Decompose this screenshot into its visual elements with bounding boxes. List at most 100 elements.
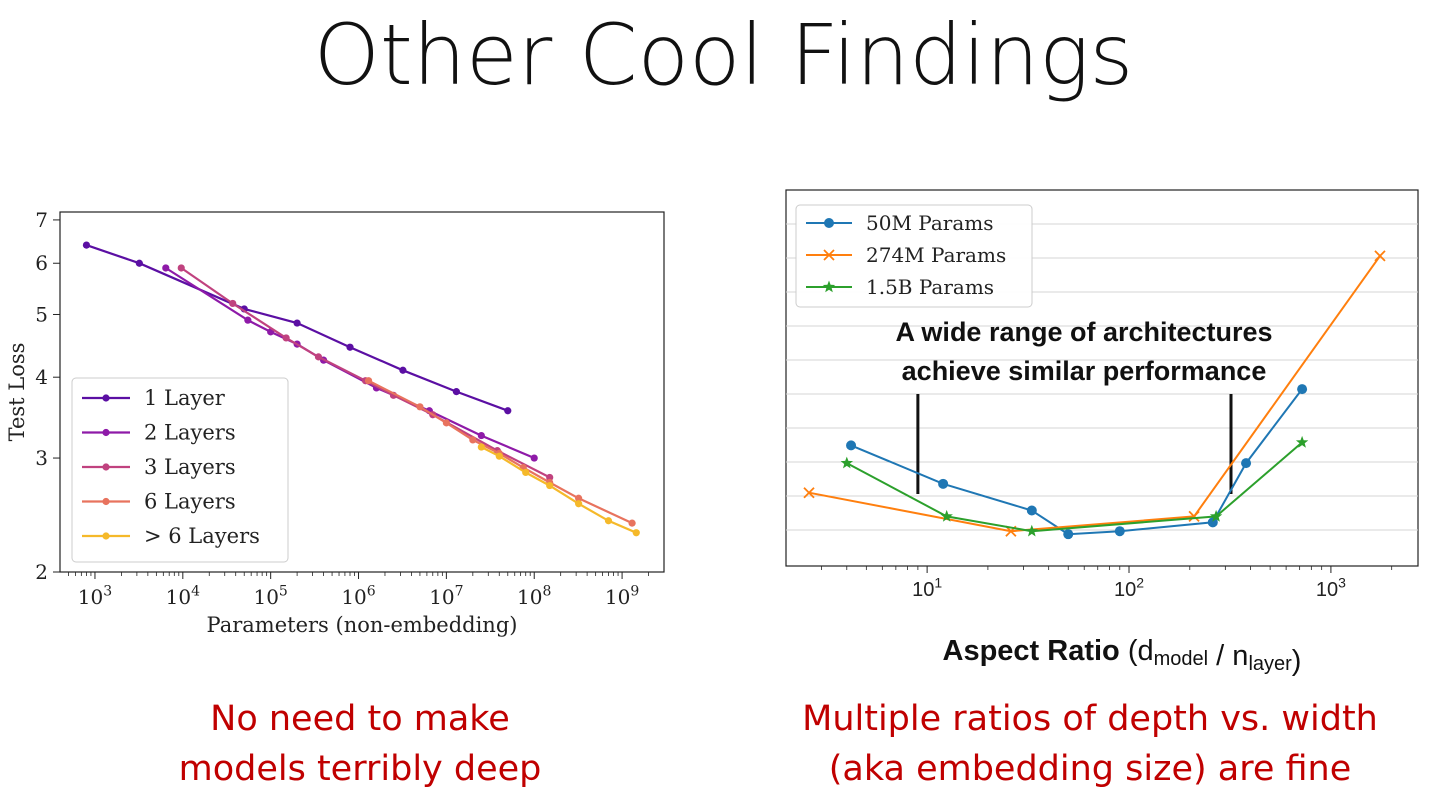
chart-test-loss-vs-parameters: 103 104 105 106 107 108 109 2 3 4 5 6 7 Parameters (n… bbox=[5, 208, 665, 637]
right-legend-box bbox=[795, 204, 1033, 308]
left-series-3-point bbox=[628, 519, 636, 527]
annotation-line-1: A wide range of architectures bbox=[895, 317, 1272, 347]
left-series-0-point bbox=[346, 343, 354, 351]
chart-aspect-ratio: 101 102 103 Aspect Ratio (dmodel / nlayer) A… bbox=[785, 189, 1419, 677]
left-series-0-point bbox=[82, 241, 91, 249]
left-series-line-0 bbox=[86, 244, 509, 412]
left-y-tick-label: 4 bbox=[35, 365, 48, 389]
right-series-0-point bbox=[938, 478, 949, 489]
x-marker-stroke bbox=[1188, 510, 1200, 523]
left-legend-label: 1 Layer bbox=[144, 386, 226, 410]
left-series-3-point bbox=[575, 494, 583, 502]
right-series-2-point bbox=[940, 509, 953, 522]
right-series-0-point bbox=[846, 440, 857, 451]
left-x-axis-label: Parameters (non-embedding) bbox=[207, 613, 518, 637]
right-series-0-point bbox=[1207, 517, 1218, 528]
left-series-1-point bbox=[244, 316, 252, 324]
right-series-2-point bbox=[1209, 509, 1223, 522]
right-series-2-point bbox=[1295, 435, 1309, 448]
left-x-tick-label: 108 bbox=[517, 584, 551, 609]
right-series-0-point bbox=[1063, 529, 1074, 540]
left-series-2-point bbox=[282, 334, 290, 342]
caption-right-line-1: Multiple ratios of depth vs. width bbox=[802, 699, 1378, 739]
caption-left-line-2: models terribly deep bbox=[178, 749, 542, 789]
right-legend-marker bbox=[823, 249, 835, 261]
right-legend-label: 50M Params bbox=[866, 211, 993, 235]
left-series-4-point bbox=[495, 452, 503, 460]
right-series-1-point bbox=[1188, 510, 1200, 523]
left-series-4-point bbox=[604, 517, 613, 525]
left-series-3-point bbox=[442, 419, 450, 427]
left-x-tick-label: 107 bbox=[429, 584, 463, 609]
left-x-tick-label: 105 bbox=[253, 584, 287, 609]
right-series-1-point bbox=[803, 487, 815, 499]
right-series-2-point bbox=[840, 456, 853, 469]
left-y-tick-label: 7 bbox=[35, 208, 48, 232]
x-marker-stroke bbox=[1374, 250, 1386, 262]
right-series-line-0 bbox=[850, 388, 1303, 536]
left-legend-label: 3 Layers bbox=[144, 455, 236, 479]
left-x-tick-label: 104 bbox=[166, 584, 200, 609]
caption-right: Multiple ratios of depth vs. width (aka … bbox=[740, 694, 1440, 794]
left-x-tick-label: 103 bbox=[78, 584, 112, 609]
annotation-line-2: achieve similar performance bbox=[902, 356, 1267, 386]
left-y-tick-label: 3 bbox=[35, 446, 48, 470]
left-y-tick-label: 6 bbox=[35, 251, 48, 275]
right-legend-marker bbox=[824, 218, 834, 228]
left-series-2-point bbox=[177, 264, 185, 272]
left-plot-frame bbox=[59, 211, 665, 573]
right-series-line-1 bbox=[808, 255, 1381, 533]
left-series-2-point bbox=[229, 299, 237, 308]
right-legend-label: 1.5B Params bbox=[866, 275, 994, 299]
left-legend-label: 6 Layers bbox=[144, 490, 236, 514]
left-legend-label: > 6 Layers bbox=[144, 524, 260, 548]
right-x-tick-label: 102 bbox=[1114, 575, 1144, 601]
left-x-tick-label: 109 bbox=[605, 584, 639, 609]
right-x-tick-label: 103 bbox=[1316, 575, 1346, 601]
left-series-0-point bbox=[135, 259, 143, 267]
left-legend-marker bbox=[102, 497, 110, 506]
right-x-tick-label: 101 bbox=[912, 575, 942, 601]
right-x-axis-label: Aspect Ratio (dmodel / nlayer) bbox=[943, 635, 1302, 677]
left-series-0-point bbox=[504, 407, 512, 415]
left-legend-marker bbox=[102, 532, 110, 540]
caption-right-line-2: (aka embedding size) are fine bbox=[828, 749, 1352, 789]
left-series-3-point bbox=[364, 377, 373, 385]
left-series-4-point bbox=[522, 468, 530, 477]
left-legend-label: 2 Layers bbox=[144, 421, 236, 445]
left-series-1-point bbox=[162, 264, 170, 272]
x-marker-stroke bbox=[803, 487, 815, 499]
left-series-4-point bbox=[477, 443, 485, 451]
left-series-1-point bbox=[477, 431, 485, 440]
left-x-tick-label: 106 bbox=[341, 584, 375, 609]
caption-left: No need to make models terribly deep bbox=[60, 694, 660, 794]
right-legend-marker bbox=[822, 280, 836, 293]
right-legend-label: 274M Params bbox=[866, 243, 1006, 267]
left-series-0-point bbox=[452, 388, 460, 396]
slide-title: Other Cool Findings bbox=[313, 6, 1134, 104]
left-y-tick-label: 2 bbox=[35, 560, 48, 584]
right-series-0-point bbox=[1114, 526, 1125, 537]
left-series-3-point bbox=[469, 436, 477, 444]
left-legend-marker bbox=[102, 463, 110, 471]
right-series-0-point bbox=[1241, 458, 1252, 469]
left-series-1-point bbox=[530, 454, 538, 462]
left-series-2-point bbox=[546, 473, 554, 482]
left-series-0-point bbox=[293, 319, 301, 327]
left-series-4-point bbox=[632, 529, 640, 537]
left-series-4-point bbox=[546, 481, 554, 490]
left-legend-box bbox=[71, 377, 289, 563]
right-series-0-point bbox=[1026, 505, 1037, 516]
left-series-4-point bbox=[575, 500, 583, 508]
x-marker-stroke bbox=[823, 249, 835, 261]
right-series-0-point bbox=[1297, 384, 1308, 395]
caption-left-line-1: No need to make bbox=[210, 699, 510, 739]
left-legend-marker bbox=[102, 394, 110, 402]
left-y-tick-label: 5 bbox=[35, 302, 48, 326]
left-y-axis-label: Test Loss bbox=[5, 343, 29, 442]
left-series-2-point bbox=[314, 353, 323, 361]
left-legend-marker bbox=[102, 428, 110, 437]
right-series-2-point bbox=[1025, 524, 1038, 537]
right-series-1-point bbox=[1374, 250, 1386, 262]
right-plot-frame bbox=[785, 189, 1419, 567]
